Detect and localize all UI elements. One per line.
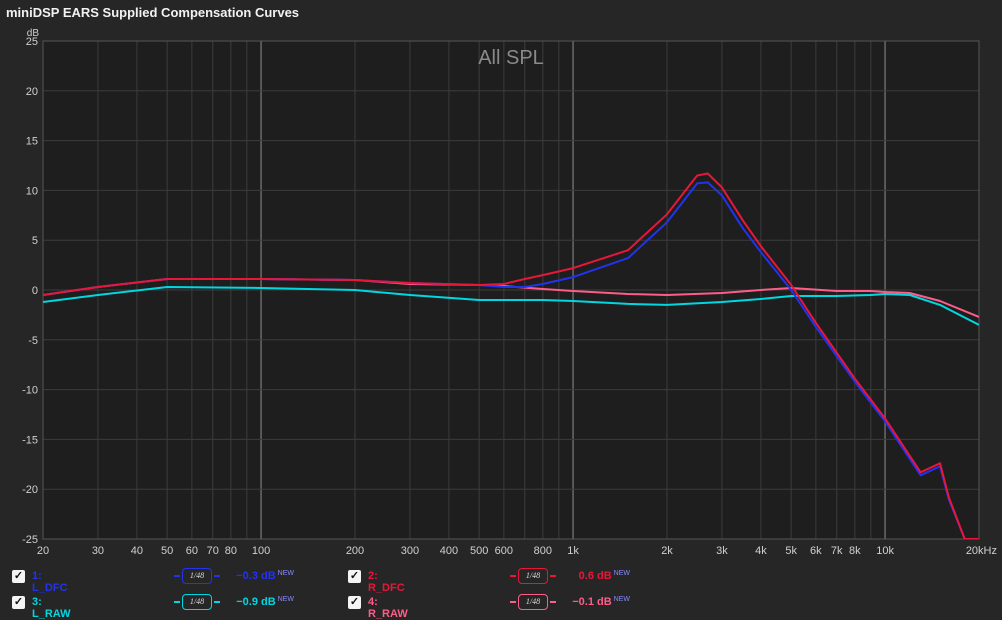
x-tick-label: 500 (470, 545, 488, 557)
smoothing-tick-right (214, 575, 220, 577)
x-tick-label: 80 (225, 545, 237, 557)
x-tick-label: 100 (252, 545, 270, 557)
y-tick-label: 20 (26, 86, 38, 98)
legend-row-2: ✓ 3: L_RAW 1/48 −0.9 dB NEW ✓ 4: R_RAW 1/48 −0.… (0, 592, 1002, 620)
x-tick-label: 5k (785, 545, 797, 557)
x-tick-label: 6k (810, 545, 822, 557)
new-badge: NEW (613, 596, 630, 603)
smoothing-button[interactable]: 1/48 (518, 594, 548, 610)
legend-panel: ✓ 1: L_DFC 1/48 −0.3 dB NEW ✓ 2: R_DFC 1/48 0.6… (0, 562, 1002, 620)
x-tick-label: 400 (440, 545, 458, 557)
x-tick-label: 30 (92, 545, 104, 557)
y-tick-label: 0 (32, 285, 38, 297)
x-tick-label: 60 (186, 545, 198, 557)
x-tick-label: 4k (755, 545, 767, 557)
plot-border (42, 40, 980, 540)
smoothing-tick-right (214, 601, 220, 603)
x-tick-label: 10k (876, 545, 894, 557)
x-tick-label: 200 (346, 545, 364, 557)
new-badge: NEW (277, 570, 294, 577)
x-tick-label: 70 (207, 545, 219, 557)
y-tick-label: -20 (22, 484, 38, 496)
y-tick-label: 10 (26, 185, 38, 197)
legend-offset: 0.6 dB NEW (560, 570, 630, 582)
legend-offset-value: 0.6 dB (578, 570, 612, 582)
new-badge: NEW (613, 570, 630, 577)
legend-series-name: 4: R_RAW (368, 596, 408, 620)
legend-offset: −0.1 dB NEW (560, 596, 630, 608)
smoothing-button[interactable]: 1/48 (518, 568, 548, 584)
x-tick-label: 3k (716, 545, 728, 557)
legend-offset-value: −0.3 dB (236, 570, 276, 582)
legend-checkbox[interactable]: ✓ (348, 570, 361, 583)
smoothing-tick-left (510, 575, 516, 577)
legend-series-name: 3: L_RAW (32, 596, 71, 620)
x-tick-label: 2k (661, 545, 673, 557)
legend-row-1: ✓ 1: L_DFC 1/48 −0.3 dB NEW ✓ 2: R_DFC 1/48 0.6… (0, 566, 1002, 594)
x-tick-label: 50 (161, 545, 173, 557)
smoothing-tick-right (550, 601, 556, 603)
smoothing-tick-left (174, 575, 180, 577)
legend-series-name: 1: L_DFC (32, 570, 68, 594)
smoothing-button[interactable]: 1/48 (182, 594, 212, 610)
legend-offset-value: −0.9 dB (236, 596, 276, 608)
window-title: miniDSP EARS Supplied Compensation Curve… (6, 5, 300, 20)
x-tick-label: 600 (495, 545, 513, 557)
x-tick-label: 40 (131, 545, 143, 557)
series-line-r-dfc (43, 172, 979, 539)
legend-checkbox[interactable]: ✓ (12, 596, 25, 609)
x-tick-label: 20 (37, 545, 49, 557)
x-tick-label: 7k (831, 545, 843, 557)
smoothing-tick-left (174, 601, 180, 603)
y-tick-label: 5 (32, 235, 38, 247)
legend-series-name: 2: R_DFC (368, 570, 405, 594)
y-tick-label: 25 (26, 36, 38, 48)
legend-checkbox[interactable]: ✓ (348, 596, 361, 609)
series-line-l-raw (43, 286, 979, 326)
x-tick-label: 300 (401, 545, 419, 557)
chart-title: All SPL (478, 47, 544, 69)
new-badge: NEW (277, 596, 294, 603)
legend-offset: −0.3 dB NEW (224, 570, 294, 582)
smoothing-button[interactable]: 1/48 (182, 568, 212, 584)
y-tick-label: -10 (22, 385, 38, 397)
smoothing-tick-left (510, 601, 516, 603)
x-tick-label: 8k (849, 545, 861, 557)
x-tick-label: 1k (567, 545, 579, 557)
legend-checkbox[interactable]: ✓ (12, 570, 25, 583)
y-tick-label: -5 (28, 335, 38, 347)
smoothing-tick-right (550, 575, 556, 577)
y-tick-label: -15 (22, 434, 38, 446)
legend-offset-value: −0.1 dB (572, 596, 612, 608)
x-tick-label: 20kHz (966, 545, 997, 557)
y-tick-label: -25 (22, 534, 38, 546)
x-tick-label: 800 (534, 545, 552, 557)
y-axis-label: dB (27, 28, 40, 39)
y-tick-label: 15 (26, 136, 38, 148)
legend-offset: −0.9 dB NEW (224, 596, 294, 608)
